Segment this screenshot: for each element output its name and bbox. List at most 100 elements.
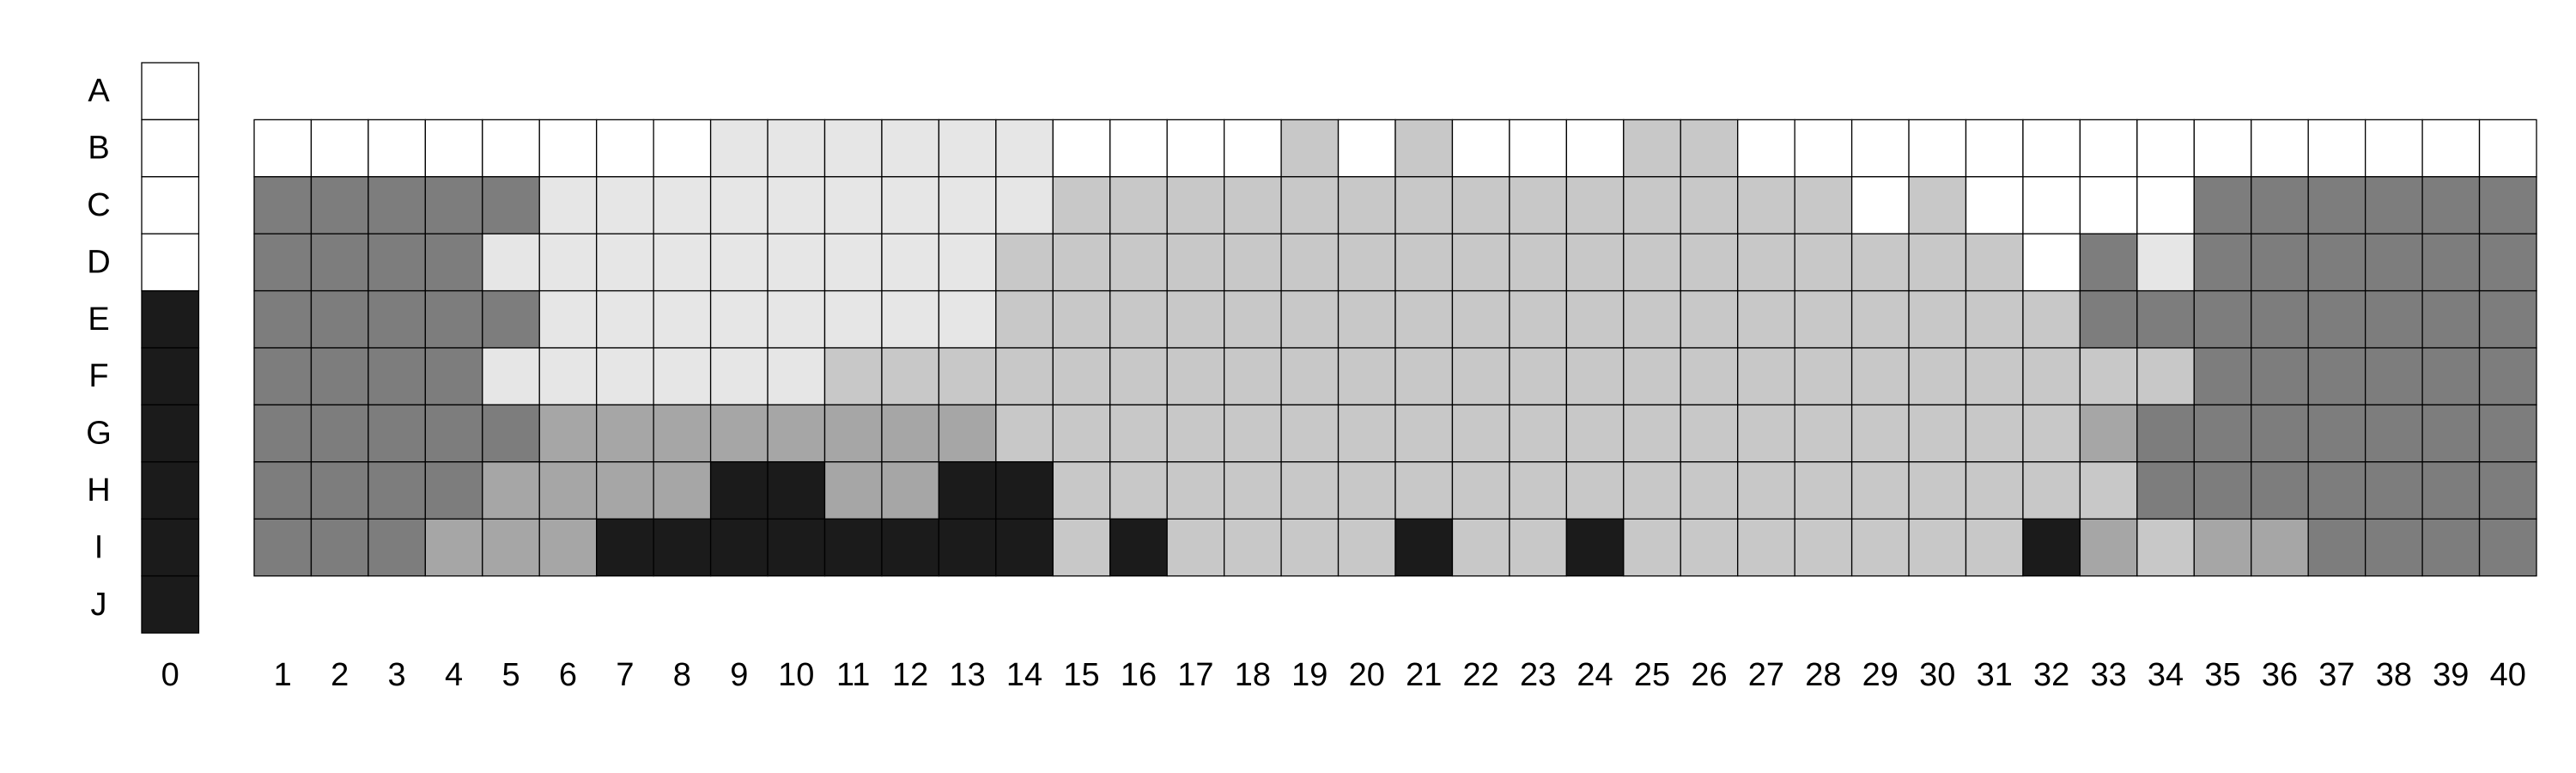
grid-cell-H-22 <box>1451 461 1510 520</box>
grid-cell-I-4 <box>424 518 483 577</box>
grid-cell-F-9 <box>709 347 769 406</box>
grid-cell-D-15 <box>1052 233 1111 292</box>
grid-cell-H-13 <box>938 461 997 520</box>
grid-cell-D-16 <box>1109 233 1168 292</box>
grid-cell-D-26 <box>1680 233 1739 292</box>
grid-cell-E-30 <box>1908 289 1967 349</box>
grid-cell-B-5 <box>482 119 540 178</box>
grid-cell-H-9 <box>709 461 769 520</box>
grid-cell-G-7 <box>596 404 654 463</box>
column-label-11: 11 <box>836 657 870 693</box>
grid-cell-G-38 <box>2364 404 2423 463</box>
legend-cell-G <box>141 404 200 463</box>
grid-cell-F-30 <box>1908 347 1967 406</box>
grid-cell-H-37 <box>2307 461 2366 520</box>
grid-cell-C-27 <box>1737 176 1795 234</box>
column-label-37: 37 <box>2318 657 2354 693</box>
grid-cell-F-24 <box>1565 347 1625 406</box>
grid-cell-H-15 <box>1052 461 1111 520</box>
column-label-24: 24 <box>1577 657 1613 693</box>
grid-cell-B-23 <box>1509 119 1568 178</box>
grid-cell-C-38 <box>2364 176 2423 234</box>
grid-cell-B-13 <box>938 119 997 178</box>
grid-cell-H-18 <box>1224 461 1282 520</box>
grid-cell-I-39 <box>2421 518 2481 577</box>
grid-cell-I-20 <box>1337 518 1396 577</box>
grid-cell-F-22 <box>1451 347 1510 406</box>
grid-cell-E-9 <box>709 289 769 349</box>
grid-cell-E-36 <box>2251 289 2309 349</box>
grid-cell-D-19 <box>1280 233 1340 292</box>
grid-cell-E-12 <box>881 289 940 349</box>
grid-cell-G-33 <box>2079 404 2138 463</box>
grid-cell-F-3 <box>368 347 426 406</box>
grid-cell-D-35 <box>2193 233 2252 292</box>
grid-cell-D-24 <box>1565 233 1625 292</box>
grid-cell-C-29 <box>1850 176 1910 234</box>
grid-cell-G-40 <box>2478 404 2537 463</box>
column-label-27: 27 <box>1748 657 1784 693</box>
grid-cell-C-31 <box>1965 176 2024 234</box>
grid-cell-F-23 <box>1509 347 1568 406</box>
grid-cell-C-34 <box>2136 176 2195 234</box>
column-label-7: 7 <box>616 657 634 693</box>
grid-cell-B-22 <box>1451 119 1510 178</box>
grid-cell-H-29 <box>1850 461 1910 520</box>
grid-cell-G-39 <box>2421 404 2481 463</box>
row-label-H: H <box>87 472 110 508</box>
grid-cell-E-34 <box>2136 289 2195 349</box>
grid-cell-D-8 <box>653 233 712 292</box>
grid-cell-I-32 <box>2022 518 2081 577</box>
grid-cell-C-16 <box>1109 176 1168 234</box>
grid-cell-F-28 <box>1794 347 1853 406</box>
grid-cell-D-5 <box>482 233 540 292</box>
grid-cell-H-12 <box>881 461 940 520</box>
grid-cell-D-4 <box>424 233 483 292</box>
legend-cell-H <box>141 461 200 520</box>
grid-cell-D-25 <box>1623 233 1681 292</box>
grid-cell-F-36 <box>2251 347 2309 406</box>
grid-cell-C-37 <box>2307 176 2366 234</box>
grid-cell-E-26 <box>1680 289 1739 349</box>
grid-cell-F-14 <box>995 347 1054 406</box>
grid-cell-I-17 <box>1166 518 1225 577</box>
grid-cell-C-30 <box>1908 176 1967 234</box>
grid-cell-I-12 <box>881 518 940 577</box>
grid-cell-H-10 <box>767 461 826 520</box>
grid-cell-C-32 <box>2022 176 2081 234</box>
grid-cell-I-7 <box>596 518 654 577</box>
grid-cell-H-36 <box>2251 461 2309 520</box>
grid-cell-C-5 <box>482 176 540 234</box>
grid-cell-I-16 <box>1109 518 1168 577</box>
grid-cell-D-39 <box>2421 233 2481 292</box>
grid-cell-D-28 <box>1794 233 1853 292</box>
grid-cell-E-20 <box>1337 289 1396 349</box>
row-label-B: B <box>88 131 109 167</box>
grid-cell-E-17 <box>1166 289 1225 349</box>
grid-cell-F-10 <box>767 347 826 406</box>
grid-cell-F-2 <box>310 347 369 406</box>
grid-cell-F-40 <box>2478 347 2537 406</box>
grid-cell-E-28 <box>1794 289 1853 349</box>
grid-cell-C-20 <box>1337 176 1396 234</box>
grid-cell-I-2 <box>310 518 369 577</box>
column-label-40: 40 <box>2490 657 2526 693</box>
grid-cell-F-29 <box>1850 347 1910 406</box>
grid-cell-D-40 <box>2478 233 2537 292</box>
grid-cell-E-25 <box>1623 289 1681 349</box>
grid-cell-F-12 <box>881 347 940 406</box>
grid-cell-B-4 <box>424 119 483 178</box>
row-label-A: A <box>88 73 110 109</box>
grid-cell-I-36 <box>2251 518 2309 577</box>
grid-cell-I-37 <box>2307 518 2366 577</box>
grid-cell-E-37 <box>2307 289 2366 349</box>
column-label-10: 10 <box>778 657 814 693</box>
column-label-33: 33 <box>2090 657 2126 693</box>
grid-cell-C-1 <box>253 176 313 234</box>
grid-cell-F-25 <box>1623 347 1681 406</box>
grid-cell-H-32 <box>2022 461 2081 520</box>
column-label-9: 9 <box>730 657 748 693</box>
legend-cell-F <box>141 347 200 406</box>
grid-cell-C-12 <box>881 176 940 234</box>
